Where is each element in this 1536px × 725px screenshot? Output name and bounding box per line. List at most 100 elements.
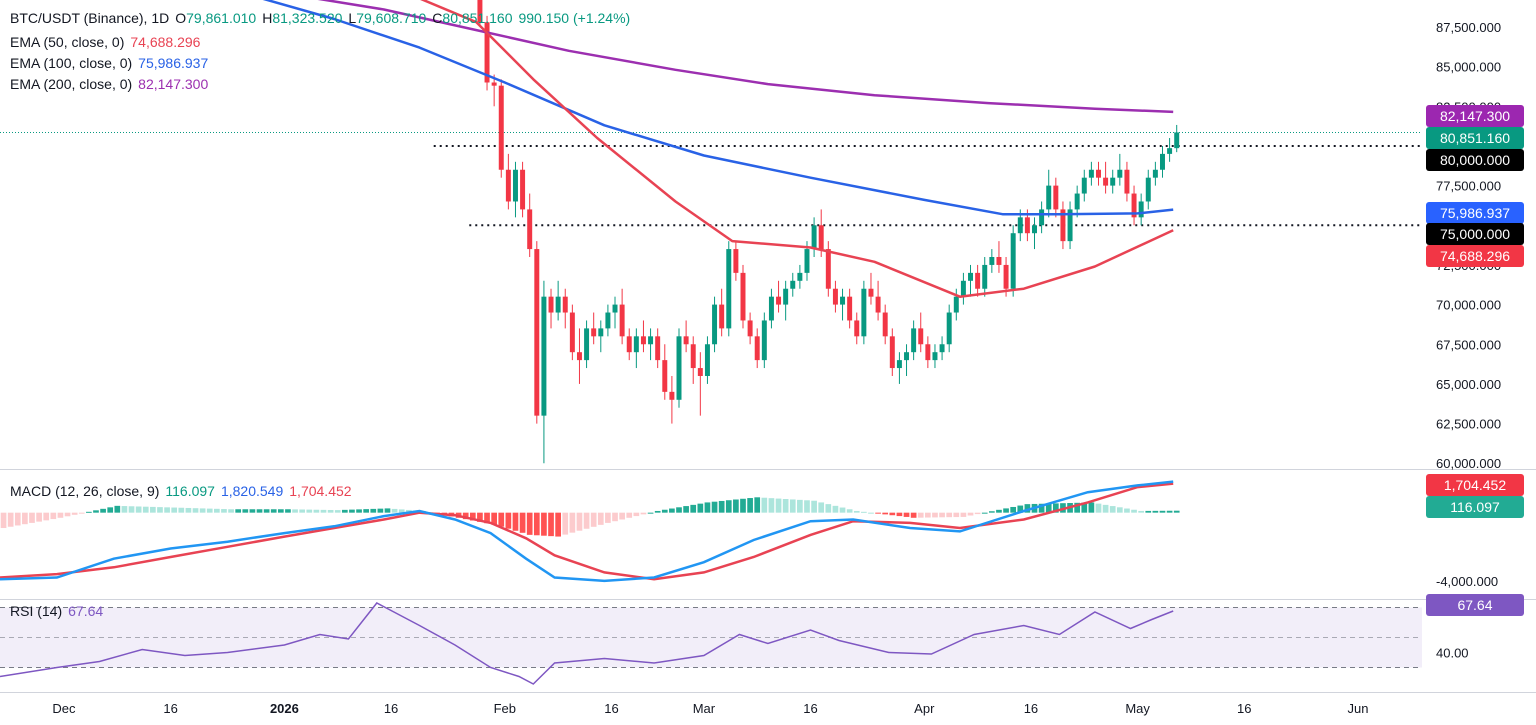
macd-histogram-bar bbox=[804, 500, 810, 513]
time-tick-label: Feb bbox=[494, 701, 516, 716]
macd-histogram-bar bbox=[1152, 510, 1159, 513]
macd-histogram-bar bbox=[334, 510, 341, 513]
candle bbox=[747, 312, 753, 345]
candle bbox=[598, 320, 604, 353]
rsi-legend[interactable]: RSI (14) 67.64 bbox=[10, 603, 104, 619]
candle bbox=[1088, 161, 1094, 186]
candle-body bbox=[811, 225, 817, 250]
macd-histogram-bar bbox=[1102, 504, 1109, 513]
candle bbox=[925, 336, 931, 369]
macd-histogram-bar bbox=[654, 510, 661, 513]
macd-histogram-bar bbox=[519, 512, 526, 533]
time-tick-label: 16 bbox=[1024, 701, 1038, 716]
candle-body bbox=[1032, 225, 1037, 234]
macd-histogram-bar bbox=[93, 510, 99, 513]
ema200-line bbox=[317, 0, 1174, 114]
candle bbox=[633, 328, 639, 369]
candle bbox=[562, 288, 568, 329]
candle-body bbox=[740, 272, 746, 321]
candle bbox=[1103, 161, 1109, 194]
macd-histogram-bar bbox=[939, 512, 945, 518]
candle-body bbox=[1067, 209, 1073, 242]
candle-body bbox=[989, 257, 995, 265]
macd-histogram-bar bbox=[775, 498, 782, 513]
candle bbox=[619, 288, 625, 345]
macd-histogram-bar bbox=[683, 506, 689, 513]
macd-histogram-bar bbox=[43, 512, 50, 521]
candle-body bbox=[861, 288, 867, 337]
macd-histogram-bar bbox=[669, 508, 675, 513]
macd-histogram-bar bbox=[676, 507, 682, 513]
change-value: 990.150 (+1.24%) bbox=[518, 10, 631, 26]
candle bbox=[541, 280, 547, 464]
macd-histogram-bar bbox=[363, 509, 370, 513]
candle bbox=[1138, 193, 1144, 226]
macd-histogram-bar bbox=[278, 509, 284, 513]
macd-signal-badge-bg bbox=[1426, 474, 1524, 496]
candle bbox=[733, 241, 739, 281]
level-80000-badge-bg bbox=[1426, 149, 1524, 171]
candle bbox=[491, 74, 497, 107]
candle-body bbox=[1124, 169, 1130, 194]
macd-histogram-bar bbox=[1124, 508, 1130, 513]
ema50-legend[interactable]: EMA (50, close, 0) 74,688.296 bbox=[10, 34, 201, 50]
macd-legend[interactable]: MACD (12, 26, close, 9) 116.097 1,820.549 1… bbox=[10, 483, 352, 499]
candle-body bbox=[776, 296, 782, 305]
candle bbox=[989, 249, 995, 273]
ema100-price-badge-bg bbox=[1426, 202, 1524, 224]
macd-histogram-bar bbox=[555, 512, 561, 537]
candle-body bbox=[512, 169, 518, 202]
candle-body bbox=[733, 249, 739, 273]
time-tick-label: Mar bbox=[693, 701, 716, 716]
candle-body bbox=[925, 344, 931, 361]
macd-histogram-bar bbox=[299, 509, 306, 513]
candle bbox=[1046, 169, 1052, 218]
candle bbox=[776, 280, 782, 313]
open-value: 79,861.010 bbox=[186, 10, 257, 26]
candle-body bbox=[996, 257, 1002, 265]
macd-histogram-bar bbox=[171, 507, 178, 513]
macd-histogram bbox=[0, 497, 1180, 537]
macd-histogram-bar bbox=[306, 509, 313, 513]
ema200-legend[interactable]: EMA (200, close, 0) 82,147.300 bbox=[10, 76, 209, 92]
rsi-badge-text: 67.64 bbox=[1457, 597, 1492, 613]
candle bbox=[605, 304, 611, 337]
macd-histogram-bar bbox=[512, 512, 519, 531]
candle bbox=[697, 352, 703, 416]
candle bbox=[1039, 201, 1045, 234]
candle-body bbox=[562, 296, 568, 313]
candle-body bbox=[1145, 177, 1151, 202]
ema100-legend[interactable]: EMA (100, close, 0) 75,986.937 bbox=[10, 55, 209, 71]
time-tick-label: 16 bbox=[604, 701, 618, 716]
macd-histogram-bar bbox=[910, 512, 917, 518]
macd-histogram-bar bbox=[590, 512, 597, 527]
macd-histogram-bar bbox=[711, 501, 718, 513]
macd-histogram-bar bbox=[541, 512, 547, 536]
candle-body bbox=[1103, 177, 1109, 186]
ema50-price-badge: 74,688.296 bbox=[1426, 245, 1524, 267]
macd-histogram-bar bbox=[0, 512, 7, 529]
price-tick-label: 67,500.000 bbox=[1436, 337, 1501, 352]
macd-histogram-bar bbox=[932, 512, 938, 518]
price-tick-label: 62,500.000 bbox=[1436, 417, 1501, 432]
candle bbox=[740, 264, 746, 329]
macd-histogram-bar bbox=[1131, 509, 1137, 513]
candles-group bbox=[477, 0, 1180, 464]
candle-body bbox=[598, 328, 604, 337]
ema200-price-badge: 82,147.300 bbox=[1426, 105, 1524, 127]
candle-body bbox=[1060, 209, 1066, 242]
candle bbox=[939, 336, 945, 361]
macd-histogram-bar bbox=[782, 499, 789, 513]
candle-body bbox=[768, 296, 774, 321]
macd-histogram-bar bbox=[36, 512, 42, 522]
macd-histogram-bar bbox=[327, 509, 334, 513]
price-tick-label: 60,000.000 bbox=[1436, 456, 1501, 471]
candle-body bbox=[1081, 177, 1087, 194]
candle-body bbox=[1152, 169, 1158, 178]
candle-body bbox=[719, 304, 725, 329]
time-tick-label: Apr bbox=[914, 701, 935, 716]
level-75000-badge-bg bbox=[1426, 223, 1524, 245]
candle-body bbox=[676, 336, 682, 400]
macd-histogram-bar bbox=[576, 512, 583, 531]
